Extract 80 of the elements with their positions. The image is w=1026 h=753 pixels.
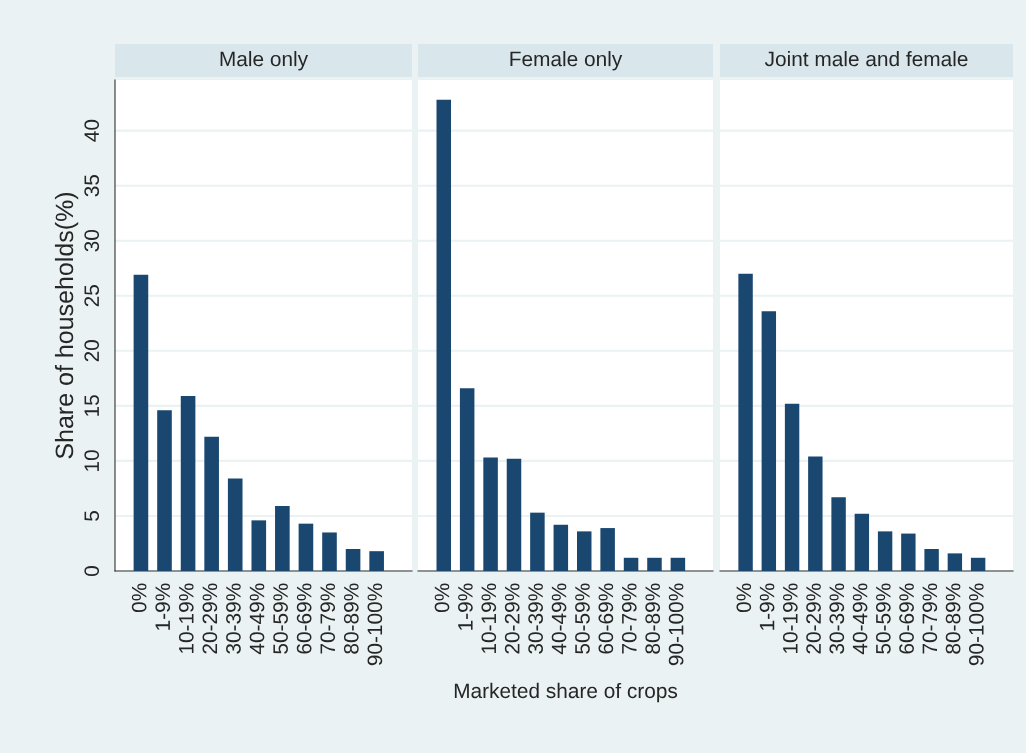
x-tick-label: 60-69% (899, 583, 914, 654)
y-tick-label: 5 (84, 511, 100, 521)
y-tick-label: 25 (84, 285, 100, 307)
bar (180, 395, 196, 571)
x-tick-label: 60-69% (598, 583, 614, 654)
bar (204, 436, 219, 571)
x-tick-label: 40-49% (852, 583, 868, 655)
x-tick-label: 1-9% (458, 583, 473, 630)
bar (877, 531, 893, 571)
chart-title: Joint male and female (764, 51, 968, 67)
y-tick-label: 15 (84, 395, 100, 416)
x-tick-label: 20-29% (504, 583, 520, 654)
bar (483, 457, 498, 571)
y-tick-label: 20 (84, 340, 100, 362)
x-tick-label: 70-79% (621, 583, 637, 654)
bar (970, 557, 986, 571)
y-tick-label: 40 (84, 119, 100, 142)
bar (251, 520, 267, 571)
x-tick-label: 0% (434, 583, 450, 613)
x-tick-label: 20-29% (202, 583, 218, 654)
y-tick-label: 0 (84, 566, 100, 576)
x-tick-label: 30-39% (528, 583, 543, 654)
x-tick-label: 50-59% (875, 583, 891, 654)
bar (600, 528, 615, 571)
x-tick-label: 10-19% (481, 583, 497, 654)
x-tick-label: 30-39% (829, 583, 845, 654)
bar (322, 532, 337, 571)
x-tick-label: 90-100% (968, 583, 984, 666)
x-tick-label: 40-49% (551, 583, 567, 655)
x-tick-label: 1-9% (155, 583, 171, 630)
bar (506, 458, 522, 571)
x-tick-label: 30-39% (226, 583, 241, 654)
bar (459, 388, 475, 571)
bar (623, 557, 639, 571)
x-tick-label: 90-100% (668, 583, 684, 666)
bar (298, 523, 314, 571)
chart-title: Female only (510, 51, 623, 71)
bar (157, 410, 172, 571)
y-tick-label: 35 (84, 174, 100, 197)
x-axis-title: Marketed share of crops (454, 682, 678, 703)
bar (761, 311, 777, 571)
y-axis-title: Share of households(%) (54, 192, 79, 459)
bar (530, 512, 545, 571)
chart-title: Male only (220, 51, 309, 71)
x-tick-label: 80-89% (343, 583, 359, 654)
bar (808, 456, 823, 571)
x-tick-label: 10-19% (782, 583, 798, 654)
x-tick-label: 1-9% (759, 583, 775, 630)
bar (576, 531, 592, 571)
bar (133, 274, 149, 571)
bar (738, 273, 753, 571)
x-tick-label: 60-69% (296, 583, 312, 654)
bar (369, 551, 384, 571)
x-tick-label: 70-79% (320, 583, 336, 654)
bar (901, 533, 916, 571)
bar (647, 557, 662, 571)
bar (784, 403, 800, 571)
y-tick-label: 30 (84, 229, 100, 252)
bar (924, 548, 939, 571)
bar (854, 513, 870, 571)
bar (670, 557, 686, 571)
x-tick-label: 70-79% (922, 583, 938, 654)
x-tick-label: 80-89% (945, 583, 961, 654)
bar (553, 524, 569, 571)
x-tick-label: 40-49% (249, 583, 265, 655)
x-tick-label: 50-59% (273, 583, 288, 654)
x-tick-label: 0% (736, 583, 752, 613)
x-tick-label: 10-19% (178, 583, 194, 654)
bar (947, 553, 963, 571)
x-tick-label: 90-100% (367, 583, 383, 666)
y-tick-label: 10 (84, 450, 100, 471)
bar (831, 497, 846, 571)
bar (275, 506, 290, 571)
x-tick-label: 0% (131, 583, 147, 613)
bar (345, 548, 361, 571)
bar (436, 99, 452, 571)
bar (227, 478, 243, 571)
x-tick-label: 20-29% (806, 583, 821, 654)
x-tick-label: 80-89% (645, 583, 661, 654)
x-tick-label: 50-59% (575, 583, 590, 654)
